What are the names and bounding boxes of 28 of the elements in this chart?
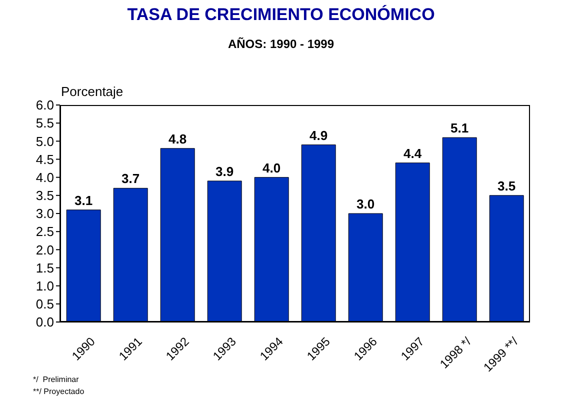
data-label: 3.1: [74, 192, 93, 208]
chart-subtitle: AÑOS: 1990 - 1999: [226, 37, 336, 51]
data-label: 4.8: [168, 131, 187, 146]
data-label: 4.0: [262, 160, 281, 176]
y-tick-label: 3.0: [36, 206, 54, 222]
data-label: 3.7: [122, 171, 140, 186]
y-tick-label: 0.0: [36, 314, 54, 330]
y-axis-title: Porcentaje: [61, 84, 124, 99]
data-label: 5.1: [450, 120, 469, 136]
y-tick-label: 6.0: [36, 98, 54, 113]
y-tick-label: 0.5: [36, 296, 54, 312]
text: **/ Proyectado: [33, 387, 84, 396]
data-label: 4.9: [310, 128, 328, 143]
y-tick-label: 4.5: [36, 152, 54, 167]
y-tick-label: 1.5: [36, 260, 54, 276]
data-label: 4.4: [404, 146, 422, 161]
data-label: 3.5: [498, 178, 516, 194]
text: */ Preliminar: [33, 375, 79, 384]
y-tick-label: 4.0: [36, 170, 54, 185]
y-tick-label: 5.0: [36, 134, 54, 149]
data-label: 3.0: [356, 196, 375, 212]
y-tick-label: 3.5: [36, 188, 54, 204]
y-tick-label: 2.0: [36, 242, 54, 258]
data-label: 3.9: [216, 164, 234, 179]
y-tick-label: 5.5: [36, 116, 54, 131]
chart-title: TASA DE CRECIMIENTO ECONÓMICO: [126, 5, 436, 25]
y-tick-label: 1.0: [36, 278, 54, 294]
y-tick-label: 2.5: [36, 224, 54, 240]
